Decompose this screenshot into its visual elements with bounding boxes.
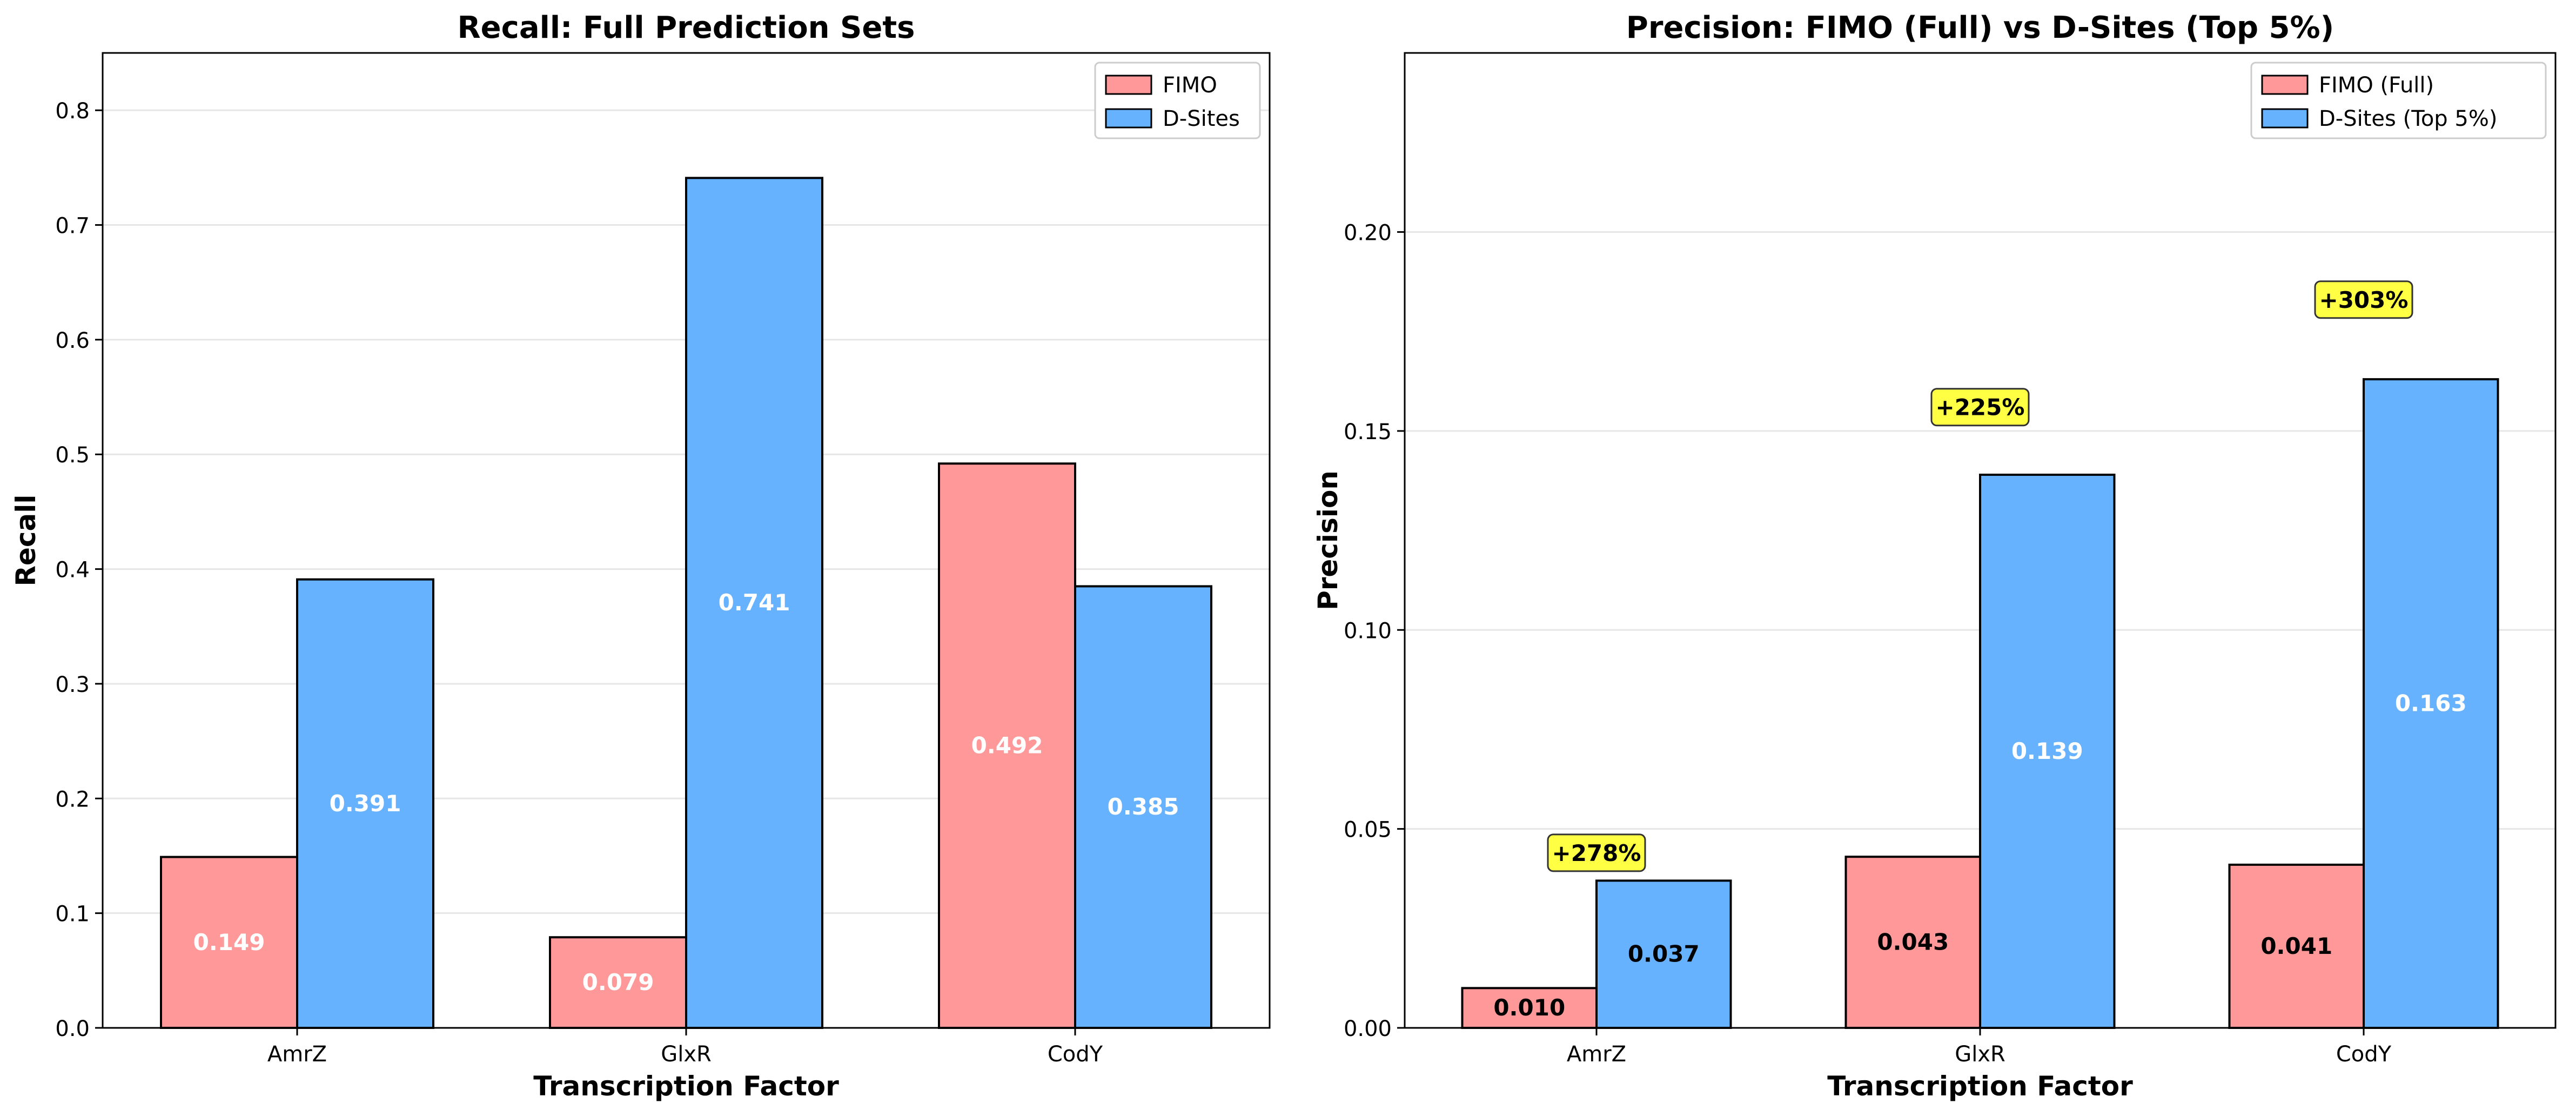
y-tick-label: 0.6 bbox=[55, 328, 90, 353]
x-tick-label: CodY bbox=[2336, 1042, 2392, 1067]
legend bbox=[2250, 62, 2547, 139]
chart-title: Recall: Full Prediction Sets bbox=[458, 10, 915, 45]
y-axis-label: Precision bbox=[1312, 470, 1344, 610]
y-tick-label: 0.4 bbox=[55, 558, 90, 583]
data-label: 0.010 bbox=[1493, 994, 1565, 1021]
y-tick-label: 0.05 bbox=[1344, 818, 1392, 843]
annotation-text: +225% bbox=[1936, 394, 2025, 421]
annotation-box bbox=[1547, 833, 1646, 872]
data-label: 0.079 bbox=[582, 969, 654, 995]
y-tick-label: 0.5 bbox=[55, 443, 90, 468]
legend-label: FIMO bbox=[1163, 73, 1217, 98]
legend-label: FIMO (Full) bbox=[2319, 73, 2434, 98]
x-axis-label: Transcription Factor bbox=[1827, 1071, 2133, 1102]
bar bbox=[685, 177, 823, 1029]
data-label: 0.492 bbox=[971, 732, 1043, 759]
y-tick-label: 0.0 bbox=[55, 1017, 90, 1041]
precision-chart: 0.010 0.043 0.041 0.037 0.139 0.163 +278% +225%… bbox=[1312, 10, 2557, 1102]
data-label: 0.139 bbox=[2011, 738, 2083, 764]
bar bbox=[2363, 378, 2499, 1029]
y-tick-label: 0.3 bbox=[55, 672, 90, 697]
y-axis-label: Recall bbox=[10, 494, 42, 586]
y-tick-label: 0.10 bbox=[1344, 618, 1392, 643]
annotation-text: +278% bbox=[1552, 840, 1641, 866]
annotation-box bbox=[2314, 280, 2413, 319]
legend-swatch bbox=[2261, 108, 2309, 129]
bar bbox=[1461, 987, 1598, 1029]
data-label: 0.391 bbox=[330, 790, 401, 817]
bar bbox=[296, 578, 434, 1029]
data-label: 0.163 bbox=[2395, 690, 2467, 717]
x-axis-label: Transcription Factor bbox=[533, 1071, 839, 1102]
y-tick-label: 0.20 bbox=[1344, 221, 1392, 246]
data-label: 0.385 bbox=[1108, 793, 1179, 820]
y-tick-label: 0.2 bbox=[55, 787, 90, 812]
legend-swatch bbox=[1105, 75, 1152, 95]
data-label: 0.741 bbox=[719, 589, 790, 616]
y-tick-label: 0.8 bbox=[55, 99, 90, 124]
data-label: 0.041 bbox=[2260, 933, 2332, 959]
y-tick-label: 0.15 bbox=[1344, 420, 1392, 445]
x-tick-label: AmrZ bbox=[267, 1042, 327, 1067]
bar bbox=[938, 462, 1076, 1029]
annotation-box bbox=[1930, 388, 2030, 427]
x-tick-label: GlxR bbox=[1955, 1042, 2005, 1067]
data-label: 0.043 bbox=[1877, 929, 1949, 955]
bar bbox=[1595, 879, 1732, 1029]
data-label: 0.149 bbox=[193, 929, 265, 955]
data-label: 0.037 bbox=[1628, 941, 1700, 967]
bar bbox=[160, 856, 298, 1029]
annotation-text: +303% bbox=[2319, 287, 2409, 313]
legend-label: D-Sites (Top 5%) bbox=[2319, 106, 2497, 131]
legend-label: D-Sites bbox=[1163, 106, 1240, 131]
bar bbox=[1074, 585, 1212, 1029]
recall-chart: 0.149 0.079 0.492 0.391 0.741 0.385 0.0 0.1 0.2 0… bbox=[10, 10, 1271, 1102]
bar bbox=[1844, 856, 1981, 1029]
x-tick-label: AmrZ bbox=[1567, 1042, 1626, 1067]
x-tick-label: GlxR bbox=[661, 1042, 712, 1067]
y-tick-label: 0.00 bbox=[1344, 1017, 1392, 1041]
y-tick-label: 0.1 bbox=[55, 902, 90, 927]
legend-swatch bbox=[2261, 75, 2309, 95]
bar bbox=[2228, 863, 2365, 1029]
legend-swatch bbox=[1105, 108, 1152, 129]
bar bbox=[1979, 473, 2116, 1029]
x-tick-label: CodY bbox=[1048, 1042, 1103, 1067]
chart-title: Precision: FIMO (Full) vs D-Sites (Top 5… bbox=[1626, 10, 2334, 45]
y-tick-label: 0.7 bbox=[55, 214, 90, 239]
